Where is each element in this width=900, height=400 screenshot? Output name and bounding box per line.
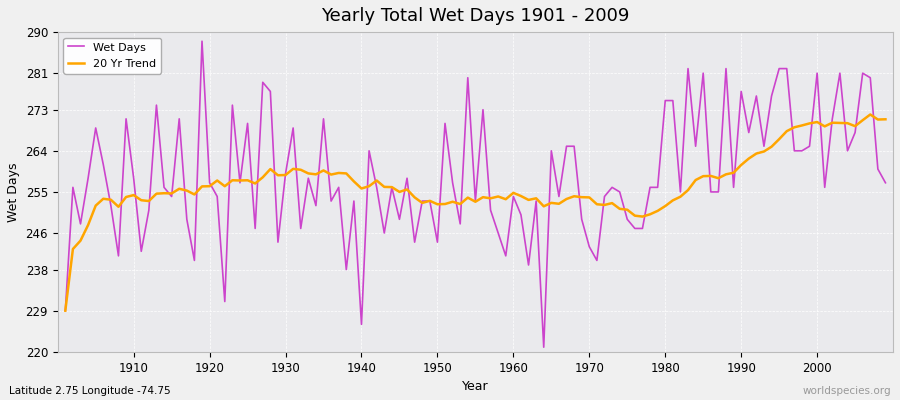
Wet Days <box>121 116 131 121</box>
20 Yr Trend <box>500 197 511 202</box>
Text: Latitude 2.75 Longitude -74.75: Latitude 2.75 Longitude -74.75 <box>9 386 171 396</box>
X-axis label: Year: Year <box>462 380 489 393</box>
Text: worldspecies.org: worldspecies.org <box>803 386 891 396</box>
Line: 20 Yr Trend: 20 Yr Trend <box>66 114 886 311</box>
Wet Days <box>508 194 518 199</box>
Wet Days <box>341 267 352 272</box>
Wet Days <box>880 180 891 185</box>
Title: Yearly Total Wet Days 1901 - 2009: Yearly Total Wet Days 1901 - 2009 <box>321 7 630 25</box>
Wet Days <box>295 226 306 231</box>
20 Yr Trend <box>288 166 299 171</box>
Wet Days <box>615 190 626 194</box>
Wet Days <box>538 345 549 350</box>
20 Yr Trend <box>121 194 131 199</box>
20 Yr Trend <box>333 170 344 175</box>
20 Yr Trend <box>60 308 71 313</box>
20 Yr Trend <box>508 190 518 195</box>
20 Yr Trend <box>599 202 610 207</box>
Wet Days <box>60 308 71 313</box>
Wet Days <box>196 39 207 44</box>
Y-axis label: Wet Days: Wet Days <box>7 162 20 222</box>
20 Yr Trend <box>865 112 876 117</box>
Line: Wet Days: Wet Days <box>66 41 886 347</box>
20 Yr Trend <box>880 117 891 122</box>
Wet Days <box>516 212 526 217</box>
Legend: Wet Days, 20 Yr Trend: Wet Days, 20 Yr Trend <box>63 38 161 74</box>
